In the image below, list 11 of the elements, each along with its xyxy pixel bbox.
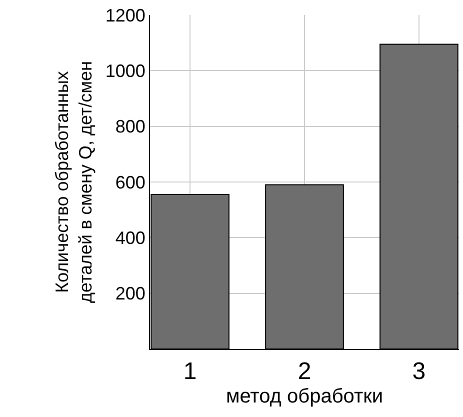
y-tick-label: 1200 xyxy=(105,5,146,26)
x-axis-title: метод обработки xyxy=(226,385,384,408)
y-tick-label: 800 xyxy=(115,116,146,137)
y-tick-label: 400 xyxy=(115,228,146,248)
y-axis-title: Количество обработанных деталей в смену Q, дет/смен xyxy=(52,61,96,303)
y-tick-label: 1000 xyxy=(105,60,146,81)
x-tick-label: 3 xyxy=(412,358,426,385)
x-tick-label: 1 xyxy=(183,358,197,385)
x-tick-label: 2 xyxy=(298,358,312,385)
y-tick-label: 600 xyxy=(115,172,146,192)
y-tick-label: 200 xyxy=(115,284,146,304)
